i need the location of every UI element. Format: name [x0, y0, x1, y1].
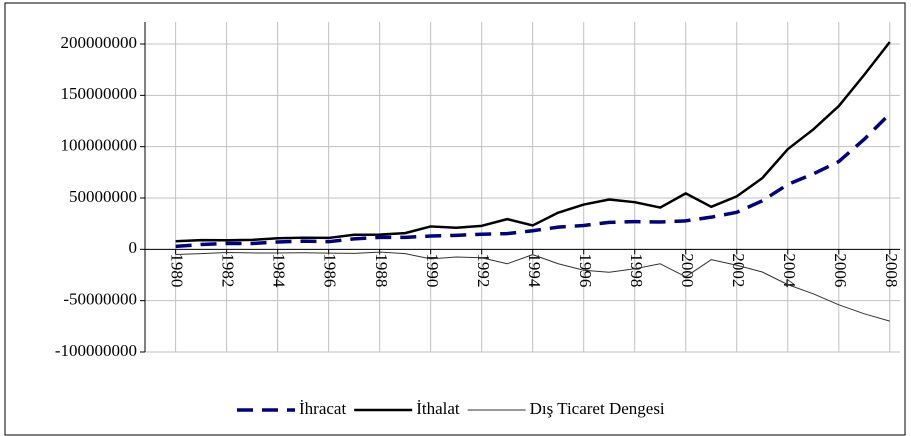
legend-label: Dış Ticaret Dengesi	[530, 399, 665, 418]
y-tick-label: 150000000	[61, 84, 138, 103]
legend-label: İthalat	[416, 399, 460, 418]
x-tick-label: 1990	[423, 253, 442, 287]
y-tick-label: 50000000	[69, 187, 137, 206]
x-tick-label: 1998	[627, 253, 646, 287]
x-tick-label: 2008	[882, 253, 901, 287]
y-tick-label: 200000000	[61, 33, 138, 52]
x-tick-label: 1986	[321, 253, 340, 287]
x-tick-label: 1980	[168, 253, 187, 287]
y-tick-label: 100000000	[61, 136, 138, 155]
series-line	[175, 251, 890, 322]
x-tick-label: 1988	[372, 253, 391, 287]
y-tick-label: -50000000	[63, 290, 137, 309]
x-tick-label: 1984	[270, 253, 289, 287]
x-tick-label: 2004	[780, 253, 799, 287]
series-line	[175, 112, 892, 249]
x-tick-label: 1982	[219, 253, 238, 287]
y-tick-label: 0	[129, 238, 138, 257]
x-tick-label: 2002	[729, 253, 748, 287]
series-line	[175, 41, 891, 243]
legend-label: İhracat	[299, 399, 346, 418]
x-tick-label: 1992	[474, 253, 493, 287]
x-tick-label: 2006	[831, 253, 850, 287]
y-tick-label: -100000000	[55, 341, 137, 360]
chart-border	[4, 2, 906, 436]
x-tick-label: 1994	[525, 253, 544, 287]
x-tick-label: 2000	[678, 253, 697, 287]
